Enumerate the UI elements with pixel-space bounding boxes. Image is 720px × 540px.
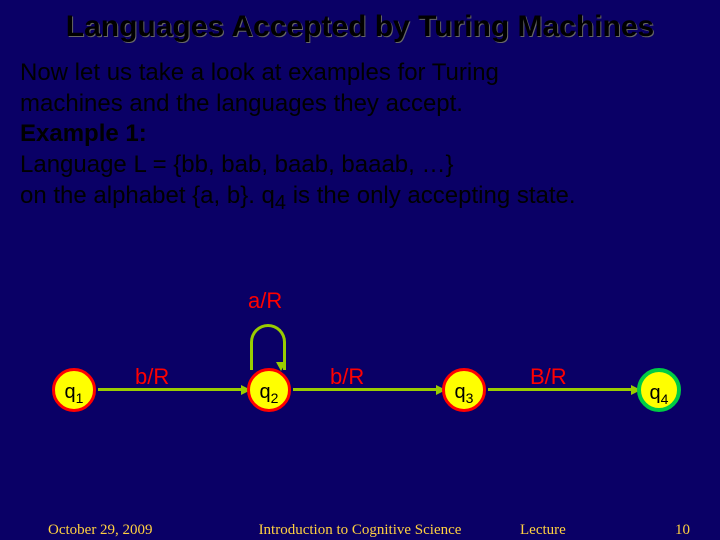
para-line-1: Now let us take a look at examples for T… [20, 59, 499, 86]
para-sub-4: 4 [275, 192, 286, 214]
footer-course: Introduction to Cognitive Science 14: Th… [230, 522, 490, 540]
footer-lecture: Lecture [520, 522, 566, 539]
edge-line [293, 388, 438, 391]
edge-line [98, 388, 243, 391]
self-loop-label: a/R [248, 288, 282, 314]
para-line-4: Language L = {bb, bab, baab, baaab, …} [20, 151, 454, 178]
state-q4: q4 [637, 368, 681, 412]
edge-label: b/R [330, 364, 364, 390]
footer-page-number: 10 [675, 522, 690, 539]
para-line-2: machines and the languages they accept. [20, 90, 463, 117]
example-heading: Example 1: [20, 120, 147, 147]
footer-course-l1: Introduction to Cognitive Science [259, 522, 462, 538]
edge-label: B/R [530, 364, 567, 390]
state-q3: q3 [442, 368, 486, 412]
edge-label: b/R [135, 364, 169, 390]
body-paragraph: Now let us take a look at examples for T… [0, 44, 720, 216]
para-line-5b: is the only accepting state. [286, 182, 576, 209]
para-line-5a: on the alphabet {a, b}. q [20, 182, 275, 209]
footer-date: October 29, 2009 [48, 522, 153, 539]
state-machine-diagram: b/R b/R B/R a/R q1 q2 q3 q4 [0, 280, 720, 460]
state-q2: q2 [247, 368, 291, 412]
state-q1: q1 [52, 368, 96, 412]
page-title: Languages Accepted by Turing Machines [0, 0, 720, 44]
